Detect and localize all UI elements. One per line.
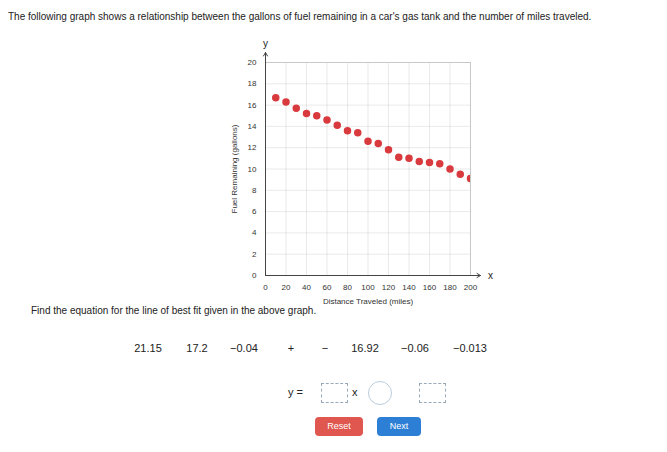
- svg-text:160: 160: [423, 283, 437, 292]
- html-text:16.92: 16.92: [351, 342, 379, 354]
- svg-text:40: 40: [302, 283, 311, 292]
- svg-text:y: y: [263, 38, 268, 49]
- html-text:21.15: 21.15: [134, 342, 162, 354]
- svg-text:20: 20: [248, 58, 257, 67]
- html-text:−0.04: −0.04: [230, 342, 258, 354]
- svg-text:200: 200: [464, 283, 478, 292]
- svg-text:20: 20: [282, 283, 291, 292]
- svg-text:10: 10: [248, 165, 257, 174]
- svg-text:18: 18: [248, 79, 257, 88]
- svg-text:8: 8: [252, 186, 257, 195]
- svg-text:0: 0: [263, 283, 268, 292]
- svg-text:12: 12: [248, 143, 257, 152]
- html-text:17.2: 17.2: [186, 342, 208, 354]
- svg-text:80: 80: [343, 283, 352, 292]
- svg-text:180: 180: [443, 283, 457, 292]
- svg-text:Fuel Remaining (gallons): Fuel Remaining (gallons): [230, 124, 239, 213]
- svg-text:0: 0: [252, 271, 257, 280]
- html-text:−0.06: −0.06: [401, 342, 429, 354]
- svg-text:60: 60: [323, 283, 332, 292]
- html-text:The following graph shows a re: The following graph shows a relationship…: [8, 11, 592, 22]
- svg-text:100: 100: [361, 283, 375, 292]
- html-text:x: x: [352, 386, 358, 398]
- html-text:Reset: Reset: [327, 421, 351, 431]
- svg-text:4: 4: [252, 228, 257, 237]
- svg-text:6: 6: [252, 207, 257, 216]
- html-text:Find the equation for the line: Find the equation for the line of best f…: [31, 305, 317, 316]
- svg-text:x: x: [488, 270, 493, 281]
- svg-text:16: 16: [248, 101, 257, 110]
- html-text:y =: y =: [288, 386, 303, 398]
- svg-text:140: 140: [402, 283, 416, 292]
- html-text:Next: Next: [389, 421, 409, 431]
- svg-text:Distance Traveled (miles): Distance Traveled (miles): [323, 297, 414, 306]
- svg-text:14: 14: [248, 122, 257, 131]
- svg-text:2: 2: [252, 250, 257, 259]
- svg-text:120: 120: [382, 283, 396, 292]
- html-text:−0.013: −0.013: [453, 342, 487, 354]
